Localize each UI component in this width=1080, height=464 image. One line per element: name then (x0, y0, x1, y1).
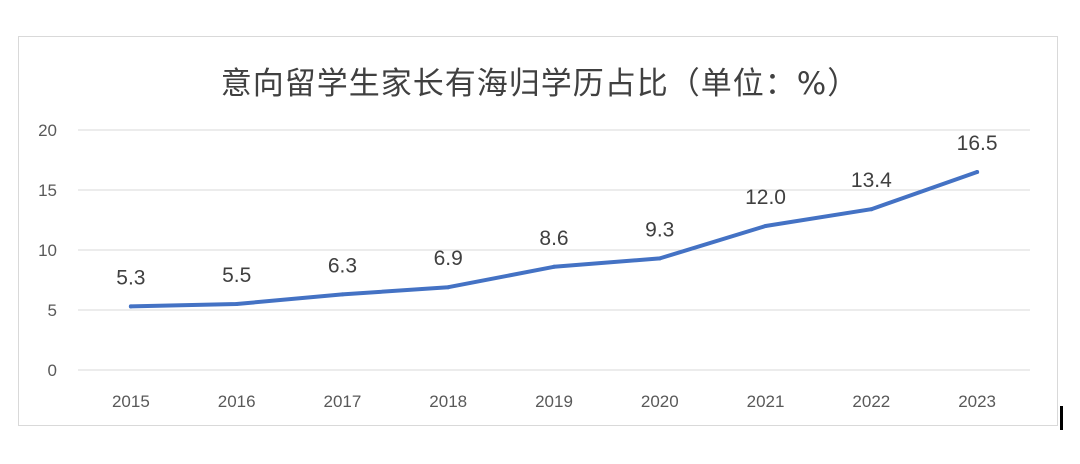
y-axis-ticks: 0 5 10 15 20 (38, 121, 57, 380)
chart-frame (18, 36, 1058, 426)
data-point (446, 285, 451, 290)
chart-title: 意向留学生家长有海归学历占比（单位：%） (220, 66, 860, 102)
data-label: 6.9 (434, 247, 463, 270)
x-tick-label: 2015 (112, 392, 150, 411)
x-tick-label: 2021 (747, 392, 785, 411)
data-point (657, 256, 662, 261)
y-tick-label: 0 (48, 361, 57, 380)
data-point (763, 224, 768, 228)
data-label: 12.0 (745, 186, 786, 209)
data-label: 5.5 (222, 264, 251, 287)
data-label: 8.6 (539, 227, 568, 250)
data-label: 6.3 (328, 254, 357, 277)
x-tick-label: 2019 (535, 392, 573, 411)
data-labels: 5.3 5.5 6.3 6.9 8.6 9.3 12.0 13.4 16.5 (116, 132, 997, 289)
data-label: 9.3 (645, 218, 674, 241)
y-tick-label: 10 (38, 241, 57, 260)
y-tick-label: 5 (48, 301, 57, 320)
data-point (869, 207, 874, 212)
data-label: 16.5 (957, 132, 998, 155)
series-layer (128, 170, 980, 309)
data-point (975, 170, 980, 174)
data-label: 13.4 (851, 169, 892, 192)
gridlines (78, 129, 1030, 371)
x-tick-label: 2020 (641, 392, 679, 411)
x-tick-label: 2018 (429, 392, 467, 411)
y-tick-label: 15 (38, 181, 57, 200)
x-axis-ticks: 2015 2016 2017 2018 2019 2020 2021 2022 2023 (112, 392, 996, 411)
x-tick-label: 2022 (852, 392, 890, 411)
x-tick-label: 2023 (958, 392, 996, 411)
x-tick-label: 2016 (218, 392, 256, 411)
x-tick-label: 2017 (324, 392, 362, 411)
data-point (128, 304, 133, 309)
text-cursor-mark (1060, 406, 1063, 430)
data-point (340, 292, 345, 297)
data-point (552, 264, 556, 269)
y-tick-label: 20 (38, 121, 57, 140)
data-label: 5.3 (116, 266, 145, 289)
data-point (234, 302, 239, 306)
